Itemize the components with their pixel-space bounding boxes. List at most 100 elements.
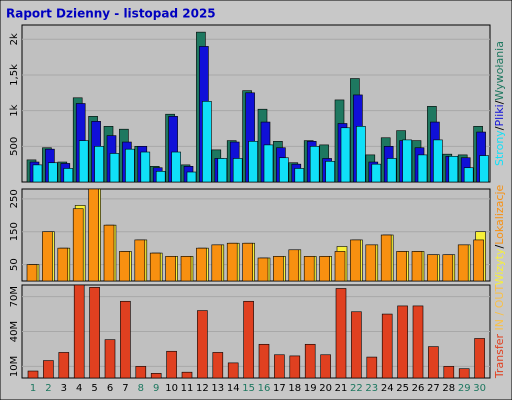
bar <box>73 284 85 379</box>
x-tick-label: 3 <box>61 383 67 394</box>
bar <box>288 249 300 282</box>
legend: Transfer IN / OUT <box>493 285 506 380</box>
x-tick-label: 22 <box>350 383 363 394</box>
legend-separator: / <box>493 245 506 249</box>
bar <box>351 311 362 379</box>
bar <box>319 256 330 282</box>
y-tick-label: 50 <box>9 258 20 271</box>
bar <box>356 126 366 183</box>
bar <box>371 163 382 183</box>
x-tick-label: 26 <box>412 383 425 394</box>
x-tick-label: 17 <box>273 383 286 394</box>
x-tick-label: 23 <box>365 383 378 394</box>
bar <box>104 339 116 379</box>
bar <box>165 256 176 282</box>
bar <box>334 251 346 282</box>
legend-entry: Pliki <box>493 104 506 126</box>
bar <box>211 244 223 282</box>
bar <box>303 256 315 282</box>
bar <box>212 352 224 379</box>
bar <box>217 158 228 183</box>
bar <box>166 350 177 379</box>
bar <box>340 127 351 183</box>
bar <box>26 264 38 282</box>
bar <box>94 146 104 183</box>
bar <box>120 300 131 379</box>
y-tick-label: 2k <box>9 33 20 45</box>
bar <box>289 355 301 379</box>
x-tick-label: 24 <box>381 383 394 394</box>
bar <box>78 140 89 183</box>
x-tick-label: 19 <box>304 383 317 394</box>
x-tick-label: 15 <box>242 383 255 394</box>
y-tick-label: 10M <box>9 356 20 377</box>
bar <box>380 234 392 282</box>
bar <box>279 157 289 183</box>
bar <box>479 155 489 183</box>
y-tick-label: 1,5k <box>9 64 20 86</box>
bar <box>134 239 146 282</box>
x-tick-label: 20 <box>319 383 332 394</box>
bar <box>181 371 193 379</box>
bar <box>325 161 335 183</box>
bar <box>463 167 474 183</box>
bar <box>457 244 469 282</box>
bar <box>386 158 397 183</box>
y-tick-label: 40M <box>9 321 20 342</box>
bar <box>232 158 243 183</box>
bar <box>448 156 459 183</box>
chart-title: Raport Dzienny - listopad 2025 <box>6 7 216 21</box>
x-tick-label: 8 <box>138 383 144 394</box>
x-tick-label: 11 <box>181 383 194 394</box>
bar <box>412 305 424 379</box>
x-tick-label: 10 <box>165 383 178 394</box>
x-tick-label: 14 <box>227 383 240 394</box>
bar <box>57 247 69 282</box>
bar <box>458 368 470 379</box>
bar <box>402 139 412 183</box>
x-tick-label: 28 <box>442 383 455 394</box>
y-tick-label: 150 <box>9 222 20 241</box>
y-tick-label: 250 <box>9 189 20 208</box>
bar <box>196 247 207 282</box>
y-tick-label: 70M <box>9 286 20 307</box>
bar <box>320 354 331 379</box>
x-tick-label: 6 <box>107 383 113 394</box>
bar <box>365 244 377 282</box>
bar <box>135 366 147 379</box>
bar <box>149 252 161 282</box>
x-tick-label: 13 <box>211 383 224 394</box>
x-tick-label: 12 <box>196 383 209 394</box>
bar <box>150 373 162 379</box>
bar <box>427 254 438 282</box>
bar <box>27 370 39 379</box>
bar <box>433 139 443 183</box>
x-tick-label: 16 <box>258 383 271 394</box>
bar <box>72 208 84 282</box>
bar <box>103 224 115 282</box>
bar <box>428 346 439 379</box>
bar <box>109 153 120 183</box>
bar <box>274 354 285 379</box>
x-tick-label: 27 <box>427 383 440 394</box>
bar <box>442 254 454 282</box>
bar <box>155 170 166 183</box>
bar <box>119 251 130 282</box>
bar <box>243 300 254 379</box>
bar <box>42 231 53 282</box>
bar <box>411 251 423 282</box>
bar <box>180 256 192 282</box>
bar <box>227 362 239 379</box>
x-tick-label: 5 <box>91 383 97 394</box>
x-tick-label: 18 <box>288 383 301 394</box>
bar <box>89 287 100 379</box>
legend-entry: Lokalizacje <box>493 184 506 244</box>
x-tick-label: 9 <box>153 383 159 394</box>
bar <box>88 188 99 282</box>
bar <box>273 256 284 282</box>
bar <box>242 242 253 282</box>
bar <box>202 101 212 183</box>
bar <box>257 257 269 282</box>
bar <box>197 310 208 379</box>
